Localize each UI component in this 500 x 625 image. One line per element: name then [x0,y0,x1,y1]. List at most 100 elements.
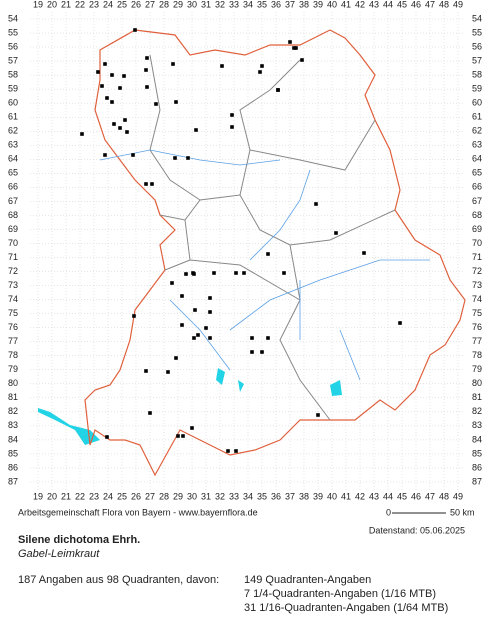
column-label: 20 [47,491,57,501]
column-label: 35 [257,491,267,501]
column-label: 39 [313,0,323,9]
occurrence-dot [208,310,212,314]
row-label: 87 [8,476,18,486]
occurrence-dot [266,336,270,340]
column-label: 28 [159,0,169,9]
occurrence-dot [173,156,177,160]
column-label: 21 [61,491,71,501]
column-label: 49 [453,491,463,501]
row-label: 79 [8,364,18,374]
occurrence-dot [145,56,149,60]
row-label: 78 [472,350,482,360]
column-label: 43 [369,491,379,501]
column-label: 33 [229,491,239,501]
row-label: 60 [472,98,482,108]
occurrence-dot [180,294,184,298]
column-label: 23 [89,491,99,501]
row-label: 73 [8,280,18,290]
occurrence-dot [123,118,127,122]
common-name: Gabel-Leimkraut [18,548,100,560]
occurrence-dot [196,333,200,337]
column-label: 42 [355,0,365,9]
row-label: 58 [8,69,18,79]
row-label: 72 [8,266,18,276]
column-label: 24 [103,0,113,9]
row-label: 68 [472,210,482,220]
column-label: 41 [341,0,351,9]
column-label: 41 [341,491,351,501]
row-label: 85 [472,448,482,458]
occurrence-dot [192,336,196,340]
scale-start: 0 [386,507,391,517]
row-label: 77 [472,336,482,346]
row-label: 73 [472,280,482,290]
occurrence-dot [105,96,109,100]
column-label: 38 [299,0,309,9]
occurrence-dot [398,321,402,325]
row-label: 55 [8,27,18,37]
occurrence-dot [242,271,246,275]
occurrence-dot [171,62,175,66]
occurrence-dot [226,449,230,453]
occurrence-dot [258,70,262,74]
occurrence-dot [204,326,208,330]
rivers [99,149,430,381]
occurrence-dot [208,296,212,300]
occurrence-dot [144,68,148,72]
row-label: 61 [8,112,18,122]
row-label: 86 [472,462,482,472]
occurrence-dot [166,370,170,374]
occurrence-dot [294,46,298,50]
occurrence-dot [282,271,286,275]
column-label: 45 [397,491,407,501]
column-label: 24 [103,491,113,501]
stats-summary: 187 Angaben aus 98 Quadranten, davon: [18,574,219,586]
column-label: 19 [33,491,43,501]
row-label: 54 [472,13,482,23]
column-label: 20 [47,0,57,9]
occurrence-dot [260,350,264,354]
occurrence-dot [118,86,122,90]
occurrence-dot [276,88,280,92]
row-label: 75 [8,308,18,318]
occurrence-dot [180,323,184,327]
column-label: 27 [145,491,155,501]
occurrence-dot [144,182,148,186]
row-label: 75 [472,308,482,318]
occurrence-dot [103,62,107,66]
row-label: 71 [8,252,18,262]
stats-line: 149 Quadranten-Angaben [244,574,371,586]
occurrence-dot [176,434,180,438]
row-label: 65 [472,168,482,178]
column-label: 38 [299,491,309,501]
column-label: 27 [145,0,155,9]
column-label: 37 [285,0,295,9]
row-label: 59 [472,84,482,94]
occurrence-dot [186,156,190,160]
row-label: 72 [472,266,482,276]
column-label: 45 [397,0,407,9]
row-label: 70 [8,238,18,248]
column-label: 26 [131,491,141,501]
occurrence-dot [110,73,114,77]
occurrence-dot [112,122,116,126]
row-label: 80 [472,378,482,388]
column-label: 37 [285,491,295,501]
row-label: 81 [472,392,482,402]
state-border [84,29,466,477]
column-label: 22 [75,491,85,501]
stats-line: 31 1/16-Quadranten-Angaben (1/64 MTB) [244,602,448,614]
column-label: 33 [229,0,239,9]
column-label: 40 [327,491,337,501]
occurrence-dot [250,336,254,340]
row-label: 82 [472,406,482,416]
column-label: 21 [61,0,71,9]
row-label: 58 [472,69,482,79]
occurrence-dot [80,132,84,136]
row-label: 81 [8,392,18,402]
column-label: 32 [215,491,225,501]
row-label: 82 [8,406,18,416]
row-label: 85 [8,448,18,458]
row-label: 69 [472,224,482,234]
column-label: 47 [425,491,435,501]
